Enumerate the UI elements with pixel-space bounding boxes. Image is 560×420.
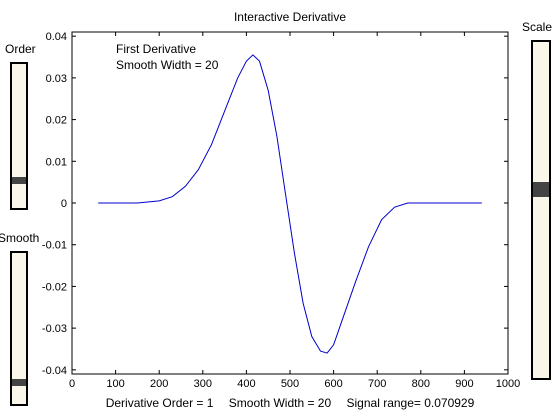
status-derivative-order: Derivative Order = 1	[105, 396, 214, 410]
x-tick-label: 0	[69, 378, 75, 390]
y-tick-label: 0.02	[46, 115, 67, 127]
scale-slider-thumb[interactable]	[533, 182, 549, 198]
y-tick-label: 0	[61, 198, 67, 210]
y-tick-label: -0.02	[42, 281, 67, 293]
y-tick-label: -0.03	[42, 323, 67, 335]
x-tick-label: 900	[455, 378, 473, 390]
y-tick-label: 0.04	[46, 31, 67, 43]
smooth-slider-thumb[interactable]	[12, 379, 26, 387]
scale-slider-label: Scale	[522, 20, 553, 34]
y-tick-label: -0.01	[42, 240, 67, 252]
status-bar: Derivative Order = 1 Smooth Width = 20 S…	[0, 396, 560, 410]
order-slider-label: Order	[5, 42, 36, 56]
y-tick-label: 0.03	[46, 73, 67, 85]
y-tick-label: 0.01	[46, 156, 67, 168]
annotation-line-2: Smooth Width = 20	[116, 58, 219, 72]
annotation-line-1: First Derivative	[116, 42, 196, 56]
x-tick-label: 600	[324, 378, 342, 390]
order-slider[interactable]	[10, 62, 28, 210]
scale-slider[interactable]	[531, 40, 551, 380]
status-smooth-width: Smooth Width = 20	[228, 396, 332, 410]
x-tick-label: 700	[368, 378, 386, 390]
x-axis: 0 100 200 300 400 500 600 700 800 900 1000	[69, 32, 520, 390]
y-axis: 0.04 0.03 0.02 0.01 0 -0.01 -0.02 -0.03 -0.04	[42, 31, 508, 377]
order-slider-thumb[interactable]	[12, 177, 26, 185]
x-tick-label: 300	[194, 378, 212, 390]
y-tick-label: -0.04	[42, 365, 67, 377]
derivative-line	[98, 54, 482, 354]
x-tick-label: 500	[281, 378, 299, 390]
x-tick-label: 400	[237, 378, 255, 390]
x-tick-label: 200	[150, 378, 168, 390]
x-tick-label: 100	[106, 378, 124, 390]
x-tick-label: 800	[412, 378, 430, 390]
status-signal-range: Signal range= 0.070929	[346, 396, 475, 410]
smooth-slider-label: Smooth	[0, 231, 40, 245]
smooth-slider[interactable]	[10, 251, 28, 406]
x-tick-label: 1000	[496, 378, 520, 390]
window-title: Interactive Derivative	[233, 10, 347, 24]
